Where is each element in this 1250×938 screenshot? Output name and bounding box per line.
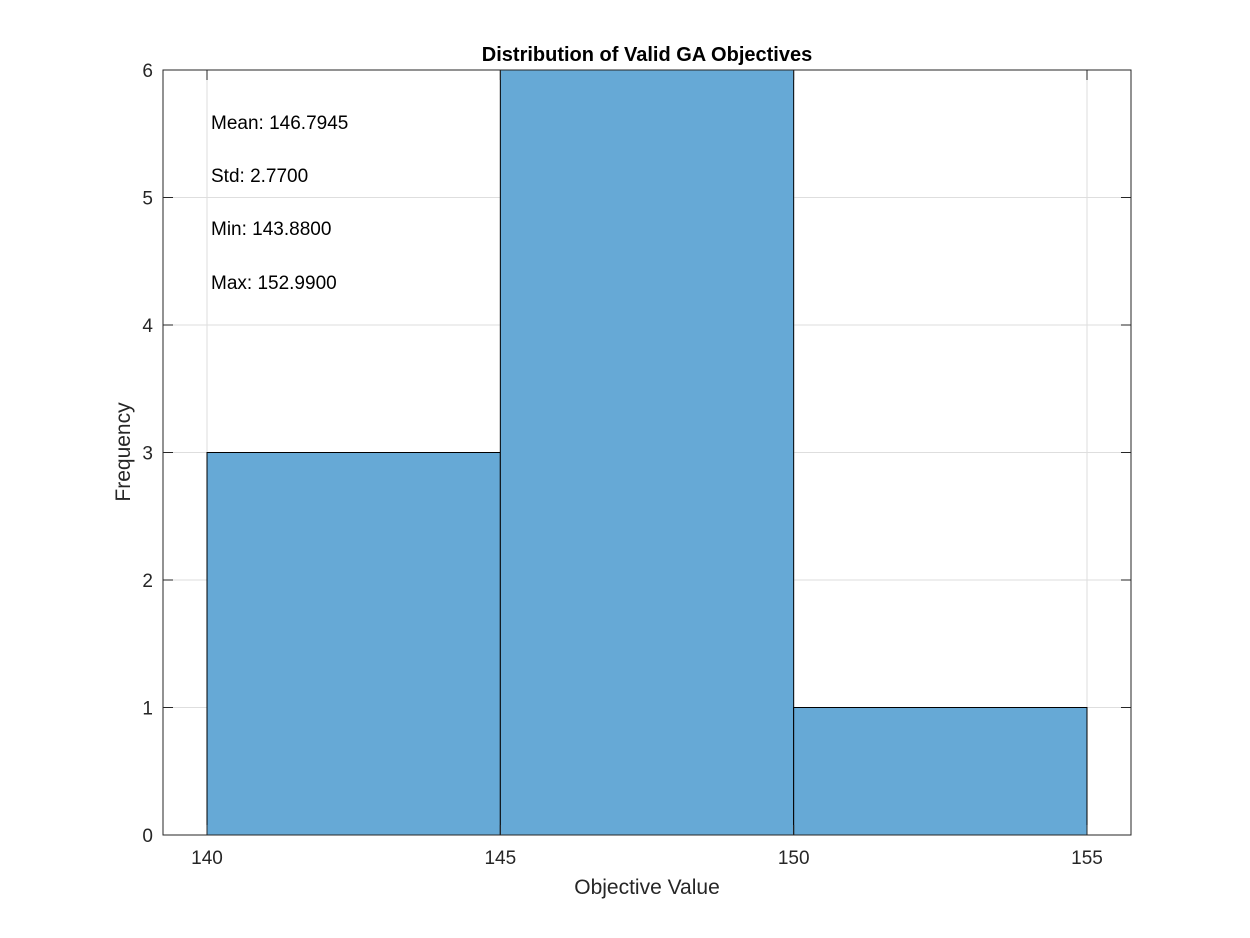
annotations-layer: Mean: 146.7945 Std: 2.7700 Min: 143.8800 Ma… — [211, 113, 348, 294]
y-tick-label: 1 — [142, 699, 153, 720]
y-tick-label: 0 — [142, 826, 153, 847]
x-tick-label: 145 — [484, 848, 516, 869]
x-axis-label: Objective Value — [574, 876, 720, 899]
y-tick-label: 4 — [142, 316, 153, 337]
y-axis-label: Frequency — [112, 402, 135, 502]
y-tick-label: 3 — [142, 444, 153, 465]
stat-annotation: Mean: 146.7945 — [211, 113, 348, 134]
y-tick-labels: 0 1 2 3 4 5 6 — [142, 61, 153, 847]
histogram-bar — [499, 69, 795, 836]
y-tick-label: 2 — [142, 571, 153, 592]
y-tick-label: 6 — [142, 61, 153, 82]
x-tick-labels: 140 145 150 155 — [191, 848, 1103, 869]
x-tick-label: 155 — [1071, 848, 1103, 869]
y-tick-label: 5 — [142, 189, 153, 210]
stat-annotation: Max: 152.9900 — [211, 273, 337, 294]
stat-annotation: Min: 143.8800 — [211, 219, 331, 240]
bars-layer — [206, 69, 1088, 836]
ticks-layer — [163, 69, 1131, 836]
chart-title: Distribution of Valid GA Objectives — [482, 44, 812, 66]
x-tick-label: 150 — [778, 848, 810, 869]
stat-annotation: Std: 2.7700 — [211, 166, 308, 187]
x-tick-label: 140 — [191, 848, 223, 869]
histogram-bar — [206, 452, 501, 836]
plot-area: Mean: 146.7945 Std: 2.7700 Min: 143.8800 Ma… — [142, 61, 1132, 869]
histogram-bar — [793, 707, 1088, 836]
